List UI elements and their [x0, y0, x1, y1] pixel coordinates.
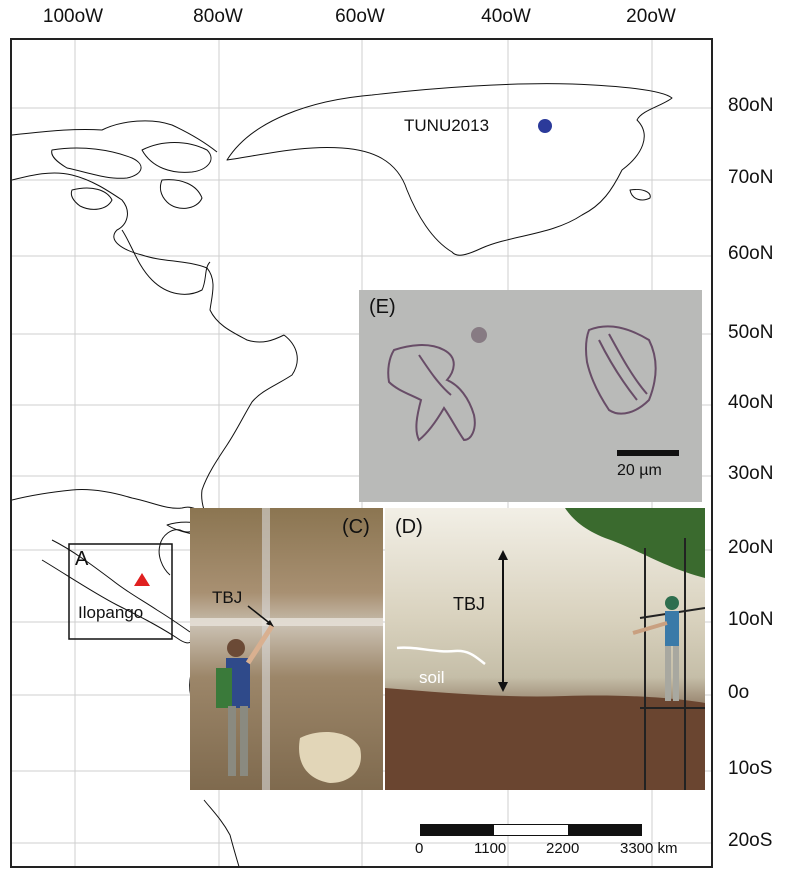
panel-d-photo[interactable]: (D) TBJ soil — [385, 508, 705, 790]
outcrop-d-image — [385, 508, 705, 790]
tunu-marker[interactable] — [538, 119, 552, 133]
lat-label-80n: 80oN — [728, 95, 774, 116]
lat-label-60n: 60oN — [728, 243, 774, 264]
ilopango-region-box — [68, 543, 173, 640]
lon-label-80w: 80oW — [193, 6, 243, 27]
panel-c-label: (C) — [342, 516, 370, 538]
lat-label-0: 0o — [728, 682, 750, 703]
lat-label-10n: 10oN — [728, 609, 774, 630]
scale-tick-3300: 3300 km — [620, 840, 678, 857]
lat-label-70n: 70oN — [728, 167, 774, 188]
lat-label-40n: 40oN — [728, 392, 774, 413]
ilopango-label: Ilopango — [78, 603, 144, 622]
lon-label-20w: 20oW — [626, 6, 676, 27]
lat-label-20n: 20oN — [728, 537, 774, 558]
panel-e-scale-label: 20 µm — [617, 462, 662, 479]
map-frame[interactable]: TUNU2013 A Ilopango (E) 20 µm — [10, 38, 713, 868]
lat-label-30n: 30oN — [728, 463, 774, 484]
lat-label-50n: 50oN — [728, 322, 774, 343]
geologist-figure — [216, 624, 275, 776]
outcrop-c-image — [190, 508, 383, 790]
lat-label-10s: 10oS — [728, 758, 773, 779]
lat-label-20s: 20oS — [728, 830, 773, 851]
glass-shards-image — [387, 325, 679, 456]
lon-label-60w: 60oW — [335, 6, 385, 27]
scale-tick-1100: 1100 — [474, 840, 507, 857]
panel-c-photo[interactable]: (C) TBJ — [190, 508, 383, 790]
coastlines — [12, 83, 673, 866]
panel-d-soil-label: soil — [419, 668, 445, 687]
panel-e-micrograph[interactable]: (E) 20 µm — [359, 290, 702, 502]
panel-e-label: (E) — [369, 296, 396, 318]
inset-box-label: A — [75, 548, 89, 570]
scale-bar — [420, 824, 642, 836]
lon-label-100w: 100oW — [42, 6, 104, 27]
scale-tick-2200: 2200 — [546, 840, 580, 857]
panel-c-tbj-label: TBJ — [212, 588, 243, 607]
ilopango-marker[interactable] — [134, 573, 150, 586]
lon-label-40w: 40oW — [481, 6, 531, 27]
worker-figure — [632, 596, 679, 701]
tunu-label: TUNU2013 — [404, 116, 490, 135]
scale-tick-0: 0 — [415, 840, 424, 857]
panel-d-tbj-label: TBJ — [453, 594, 486, 614]
panel-d-label: (D) — [395, 516, 423, 538]
